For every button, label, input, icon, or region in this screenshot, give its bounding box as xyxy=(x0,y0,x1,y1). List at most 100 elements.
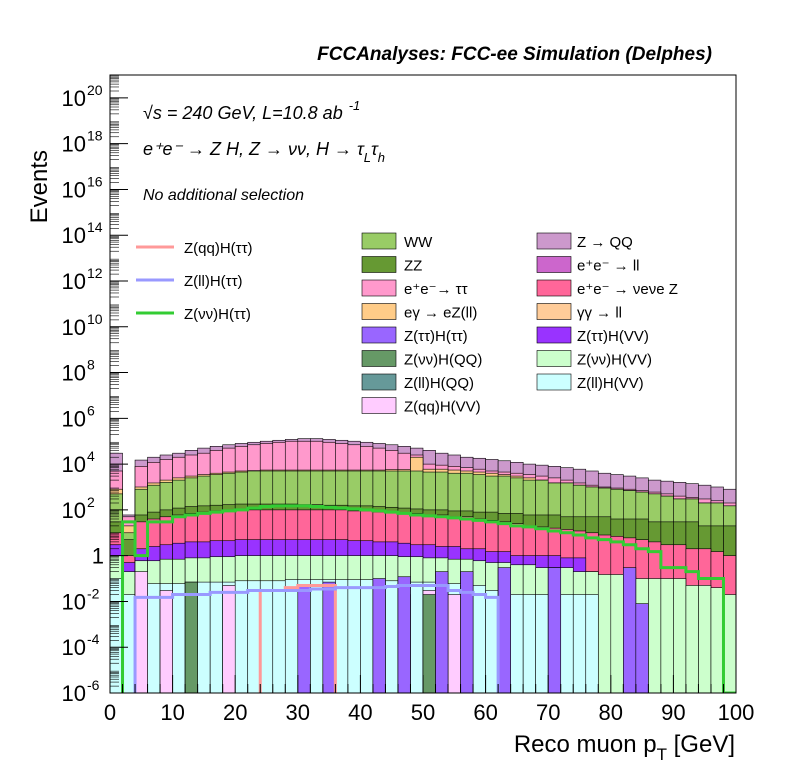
legend-swatch-z-h xyxy=(361,326,397,344)
x-tick-label: 20 xyxy=(223,700,247,725)
y-tick-label: 10 xyxy=(62,681,86,706)
bar-z-ll-h-vv-14 xyxy=(197,581,211,693)
bar-z-ll-h-vv-38 xyxy=(347,579,361,693)
bar-z-ll-h-vv-40 xyxy=(360,579,374,693)
bar-z-ll-h-vv-60 xyxy=(485,590,499,693)
chart-title: FCCAnalyses: FCC-ee Simulation (Delphes) xyxy=(317,44,712,65)
svg-text:√s = 240 GeV, L=10.8 ab-1: √s = 240 GeV, L=10.8 ab -1 xyxy=(143,98,360,123)
y-tick-exponent: 18 xyxy=(87,128,103,144)
bar-z-ll-h-vv-2 xyxy=(122,594,136,693)
bar-z-h-46 xyxy=(397,576,411,693)
y-tick-label: 10 xyxy=(62,269,86,294)
legend-label-z-ll-h: Z(ll)H(ττ) xyxy=(184,273,243,290)
bar-z-ll-h-vv-36 xyxy=(335,579,349,693)
y-tick-exponent: 12 xyxy=(87,265,103,281)
legend-swatch-zz xyxy=(361,256,397,273)
y-tick-label: 10 xyxy=(62,589,86,614)
x-tick-label: 100 xyxy=(718,700,755,725)
y-tick-label: 10 xyxy=(62,223,86,248)
legend-label-z-h: Z(ττ)H(ττ) xyxy=(404,328,468,345)
x-tick-label: 50 xyxy=(411,700,435,725)
bar-z-h-42 xyxy=(372,578,386,693)
line-z-ll-h xyxy=(133,583,500,693)
x-tick-label: 40 xyxy=(348,700,372,725)
legend-swatch-z-h-qq xyxy=(361,350,397,367)
y-axis-title: Events xyxy=(26,150,53,223)
x-tick-label: 30 xyxy=(286,700,310,725)
y-tick-label: 10 xyxy=(62,498,86,523)
y-tick-exponent: 2 xyxy=(87,494,95,510)
bar-z-ll-h-vv-32 xyxy=(310,579,324,693)
y-tick-exponent: -4 xyxy=(87,631,100,647)
bar-z-h-vv-94 xyxy=(698,585,712,693)
y-tick-exponent: -6 xyxy=(87,677,100,693)
y-tick-exponent: 4 xyxy=(87,448,95,464)
legend-swatch-z-qq xyxy=(536,232,572,250)
legend-label-zz: ZZ xyxy=(404,258,422,275)
bar-z-h-vv-90 xyxy=(673,578,687,693)
bar-z-h-qq-50 xyxy=(422,594,436,693)
bar-z-ll-h-vv-28 xyxy=(284,579,299,693)
bar-z-ll-h-vv-44 xyxy=(385,580,399,693)
legend-swatch-z-h-vv xyxy=(536,326,572,344)
bar-z-h-vv-86 xyxy=(648,578,662,693)
process-annotation: e⁺e⁻ → Z H, Z → νν, H → τLτh xyxy=(143,139,385,165)
bar-z-ll-h-vv-22 xyxy=(247,580,261,693)
legend-swatch-z-ll-h-qq xyxy=(361,373,397,391)
legend-label-ww: WW xyxy=(404,234,433,251)
y-tick-exponent: 14 xyxy=(87,219,103,235)
y-tick-exponent: -2 xyxy=(87,585,100,601)
bar-z-ll-h-vv-66 xyxy=(522,594,536,693)
bar-z-ll-h-vv-10 xyxy=(172,583,186,693)
bar-z-qq-h-vv-4 xyxy=(134,571,148,693)
bar-z-ll-h-vv-16 xyxy=(209,581,223,693)
bar-z-ll-h-vv-48 xyxy=(410,581,424,693)
selection-annotation: No additional selection xyxy=(143,187,304,204)
bar-z-h-vv-92 xyxy=(685,585,699,693)
bar-z-h-56 xyxy=(460,571,474,693)
y-tick-label: 10 xyxy=(62,635,86,660)
bar-z-ll-h-vv-6 xyxy=(147,583,161,693)
bar-z-qq-h-vv-54 xyxy=(447,594,461,693)
bar-z-h-52 xyxy=(435,571,449,693)
bar-z-h-vv-88 xyxy=(660,578,674,693)
bar-z-ll-h-vv-26 xyxy=(272,580,286,693)
bar-z-h-34 xyxy=(322,581,336,693)
y-tick-label: 10 xyxy=(62,177,86,202)
y-tick-label: 10 xyxy=(62,86,86,111)
bar-z-h-84 xyxy=(635,603,649,693)
legend-swatch-e-e-ll xyxy=(536,256,572,273)
bar-z-ll-h-vv-68 xyxy=(535,594,549,693)
legend-swatch-ll xyxy=(536,303,572,320)
x-axis-title: Reco muon pT [GeV] xyxy=(514,731,735,764)
legend-label-z-qq-h-vv: Z(qq)H(VV) xyxy=(404,399,481,416)
y-tick-exponent: 20 xyxy=(87,82,103,98)
legend-label-e-ez-ll: eγ → eZ(ll) xyxy=(404,305,477,322)
y-tick-exponent: 10 xyxy=(87,311,103,327)
legend-label-z-h-qq: Z(νν)H(QQ) xyxy=(404,352,482,369)
legend-label-z-qq: Z → QQ xyxy=(577,234,633,251)
x-tick-label: 70 xyxy=(536,700,560,725)
legend-label-e-e-e-e-z: e⁺e⁻ → νeνe Z xyxy=(577,281,678,298)
bar-z-h-30 xyxy=(297,585,311,693)
bar-z-ll-h-vv-76 xyxy=(585,594,599,693)
x-tick-label: 80 xyxy=(599,700,623,725)
legend-label-z-h: Z(νν)H(ττ) xyxy=(184,306,251,323)
bar-z-h-vv-98 xyxy=(723,594,736,693)
energy-lumi-annotation: √s = 240 GeV, L=10.8 ab -1 xyxy=(143,98,360,123)
bar-z-ll-h-vv-24 xyxy=(259,580,274,693)
legend-label-ll: γγ → ll xyxy=(577,305,622,322)
legend-label-z-h-vv: Z(ττ)H(VV) xyxy=(577,328,649,345)
line-z-h xyxy=(121,504,736,693)
legend-swatch-z-h-vv xyxy=(536,350,572,367)
legend-label-e-e-ll: e⁺e⁻ → ll xyxy=(577,258,640,275)
legend-swatch-e-e-e-e-z xyxy=(536,279,572,297)
y-tick-label: 1 xyxy=(92,544,104,569)
x-tick-label: 10 xyxy=(160,700,184,725)
bar-z-qq-h-vv-8 xyxy=(159,590,173,693)
legend-swatch-e-ez-ll xyxy=(361,303,397,320)
bar-z-h-70 xyxy=(547,567,562,693)
legend-label-e-e: e⁺e⁻→ ττ xyxy=(404,281,468,298)
legend-swatch-ww xyxy=(361,232,397,250)
